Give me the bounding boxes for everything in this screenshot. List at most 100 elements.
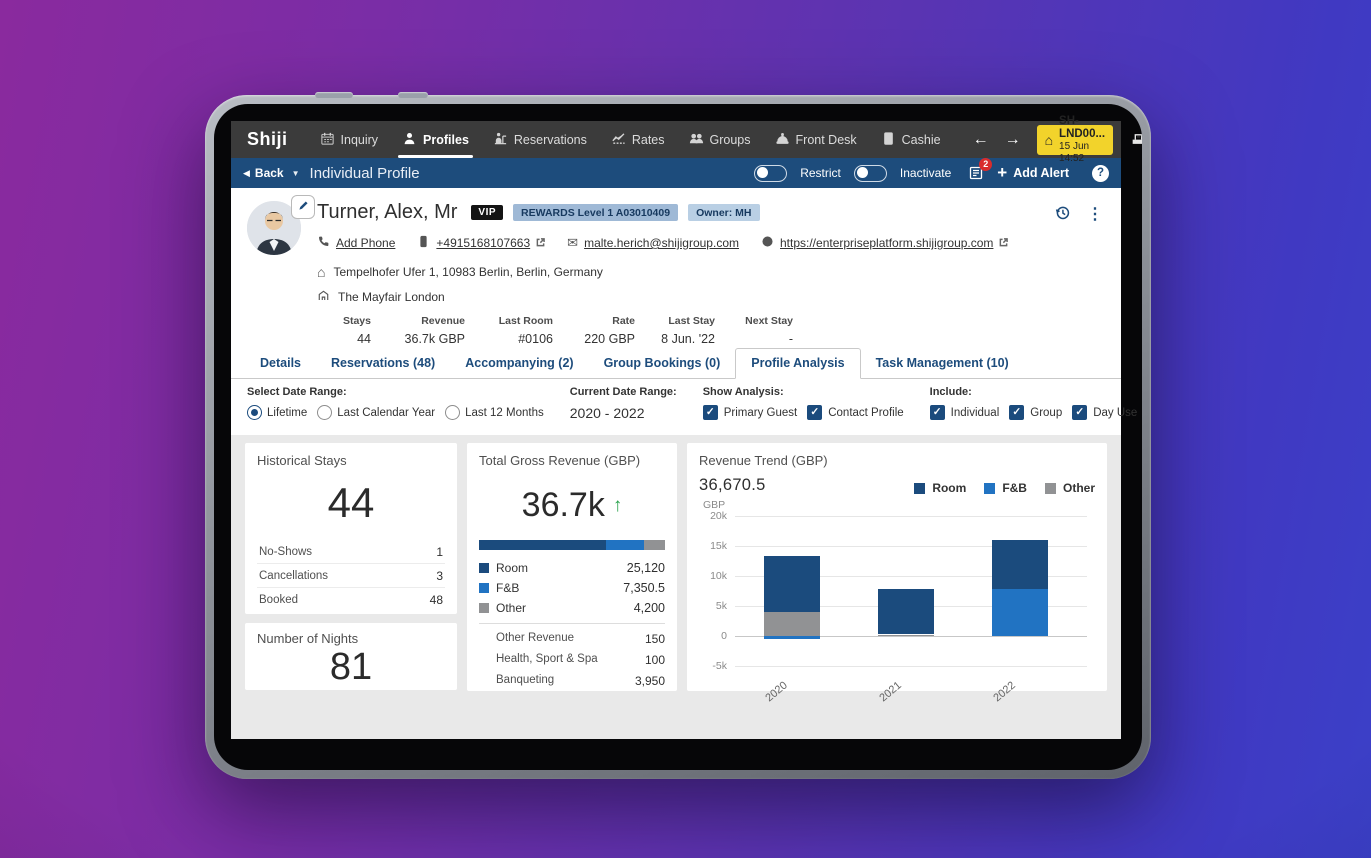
checkbox-primary-guest[interactable]: ✓ Primary Guest [702,405,797,420]
checkbox-contact-profile[interactable]: ✓ Contact Profile [807,405,904,420]
date-range-label: Select Date Range: [247,386,347,398]
legend-swatch [984,482,996,494]
phone-icon [317,235,330,251]
nav-item-front-desk[interactable]: Front Desk [763,121,869,158]
checkbox-icon[interactable]: ✓ [929,405,945,420]
page-title: Individual Profile [309,164,420,182]
legend-item-room: Room [914,481,966,495]
stat-label: Cancellations [259,569,329,582]
divider [479,623,665,624]
checkbox-individual[interactable]: ✓ Individual [929,405,999,420]
detail-value: 150 [644,631,665,646]
radio-last-calendar-year[interactable]: Last Calendar Year [317,405,435,420]
nav-item-groups[interactable]: Groups [677,121,763,158]
checkbox-day-use[interactable]: ✓ Day Use [1072,405,1137,420]
legend-row-fb: F&B 7,350.5 [479,578,665,598]
add-alert-button[interactable]: + Add Alert [997,164,1069,181]
checkbox-label: Group [1030,406,1063,419]
stat-label: No-Shows [259,545,313,558]
detail-label: Banqueting [496,673,555,686]
nav-item-inquiry[interactable]: Inquiry [308,121,391,158]
tab-task-management[interactable]: Task Management (10) [875,356,1009,370]
mobile-phone-link[interactable]: +4915168107663 [417,235,545,251]
cashier-lock-button[interactable] [1121,121,1142,158]
radio-label: Lifetime [267,406,308,419]
groups-icon [689,131,704,149]
number-of-nights-value: 81 [329,646,373,688]
detail-label: Health, Sport & Spa [496,652,598,665]
legend-value: 4,200 [633,601,665,615]
profile-header: ⋮ Turner, Alex, Mr VIP [231,188,1121,350]
historical-stays-card: Historical Stays 44 No-Shows 1 Cancellat… [245,443,457,614]
legend-swatch [479,563,489,573]
stat-value: #0106 [518,332,553,346]
home-icon: ⌂ [317,264,326,280]
checkbox-label: Day Use [1093,406,1138,419]
checkbox-icon[interactable]: ✓ [1009,405,1025,420]
checkbox-icon[interactable]: ✓ [807,405,823,420]
checkbox-icon[interactable]: ✓ [702,405,718,420]
nav-item-reservations[interactable]: Reservations [481,121,599,158]
checkbox-group[interactable]: ✓ Group [1009,405,1062,420]
revenue-trend-plot: 20k 15k 10k 5k 0 -5k 2020 2021 2022 [699,510,1087,704]
website-link[interactable]: https://enterpriseplatform.shijigroup.co… [761,235,1009,251]
property-selector[interactable]: ⌂ SH-LND00... 15 Jun 14:52 [1036,115,1114,164]
tablet-volume-button [315,92,353,98]
nav-label: Reservations [513,132,587,147]
radio-lifetime[interactable]: Lifetime [247,405,307,420]
radio-last-12-months[interactable]: Last 12 Months [445,405,544,420]
card-title: Revenue Trend (GBP) [699,453,828,468]
nav-label: Front Desk [795,132,857,147]
nav-back-arrow[interactable]: ← [972,130,989,148]
stat-row-booked: Booked 48 [257,588,445,611]
back-button[interactable]: Back [254,166,284,180]
inactivate-toggle[interactable] [853,164,887,182]
external-link-icon [999,236,1009,250]
edit-profile-button[interactable] [291,195,315,219]
stat-row-cancellations: Cancellations 3 [257,564,445,588]
legend-swatch [914,482,926,494]
tab-group-bookings[interactable]: Group Bookings (0) [603,356,721,370]
stay-stats-table: Stays Revenue Last Room Rate Last Stay N… [327,315,1105,346]
history-icon[interactable] [1054,204,1071,224]
detail-value: 100 [644,652,665,667]
legend-row-room: Room 25,120 [479,558,665,578]
detail-row-health-sport-spa: Health, Sport & Spa 100 [479,649,665,670]
nav-item-profiles[interactable]: Profiles [390,121,481,158]
nav-item-rates[interactable]: Rates [599,121,677,158]
mail-icon: ✉ [567,235,579,250]
stat-value: 220 GBP [584,332,635,346]
tab-reservations[interactable]: Reservations (48) [331,356,436,370]
radio-label: Last Calendar Year [337,406,436,419]
restrict-toggle[interactable] [754,164,788,182]
hotel-name: The Mayfair London [338,290,445,304]
vip-badge: VIP [471,205,504,220]
nav-forward-arrow[interactable]: → [1004,130,1021,148]
email-address: malte.herich@shijigroup.com [584,236,739,250]
radio-icon[interactable] [445,405,461,420]
guest-name: Turner, Alex, Mr [317,201,458,223]
legend-value: 25,120 [626,561,665,575]
rates-chart-icon [611,131,626,149]
chevron-down-icon[interactable]: ▼ [291,168,300,178]
add-phone-link[interactable]: Add Phone [317,235,395,251]
detail-value: 3,950 [634,673,665,688]
tab-details[interactable]: Details [260,356,301,370]
notes-button[interactable]: 2 [968,158,993,181]
app-window: Shiji Inquiry Profiles Reservations Rate… [231,115,1142,739]
legend-label: Other [496,601,527,615]
kebab-menu-icon[interactable]: ⋮ [1087,206,1103,223]
add-phone-label: Add Phone [336,236,396,250]
help-button[interactable]: ? [1092,164,1109,182]
tab-profile-analysis[interactable]: Profile Analysis [735,348,861,379]
tab-accompanying[interactable]: Accompanying (2) [465,356,574,370]
stat-value: 48 [429,592,443,607]
radio-icon[interactable] [247,405,262,420]
nav-item-cashier[interactable]: Cashie [869,121,953,158]
checkbox-icon[interactable]: ✓ [1072,405,1088,420]
detail-row-banqueting: Banqueting 3,950 [479,670,665,691]
email-link[interactable]: ✉ malte.herich@shijigroup.com [567,235,739,251]
stat-value: 3 [436,568,443,583]
radio-icon[interactable] [317,405,333,420]
chart-legend: Room F&B Other [914,481,1095,495]
